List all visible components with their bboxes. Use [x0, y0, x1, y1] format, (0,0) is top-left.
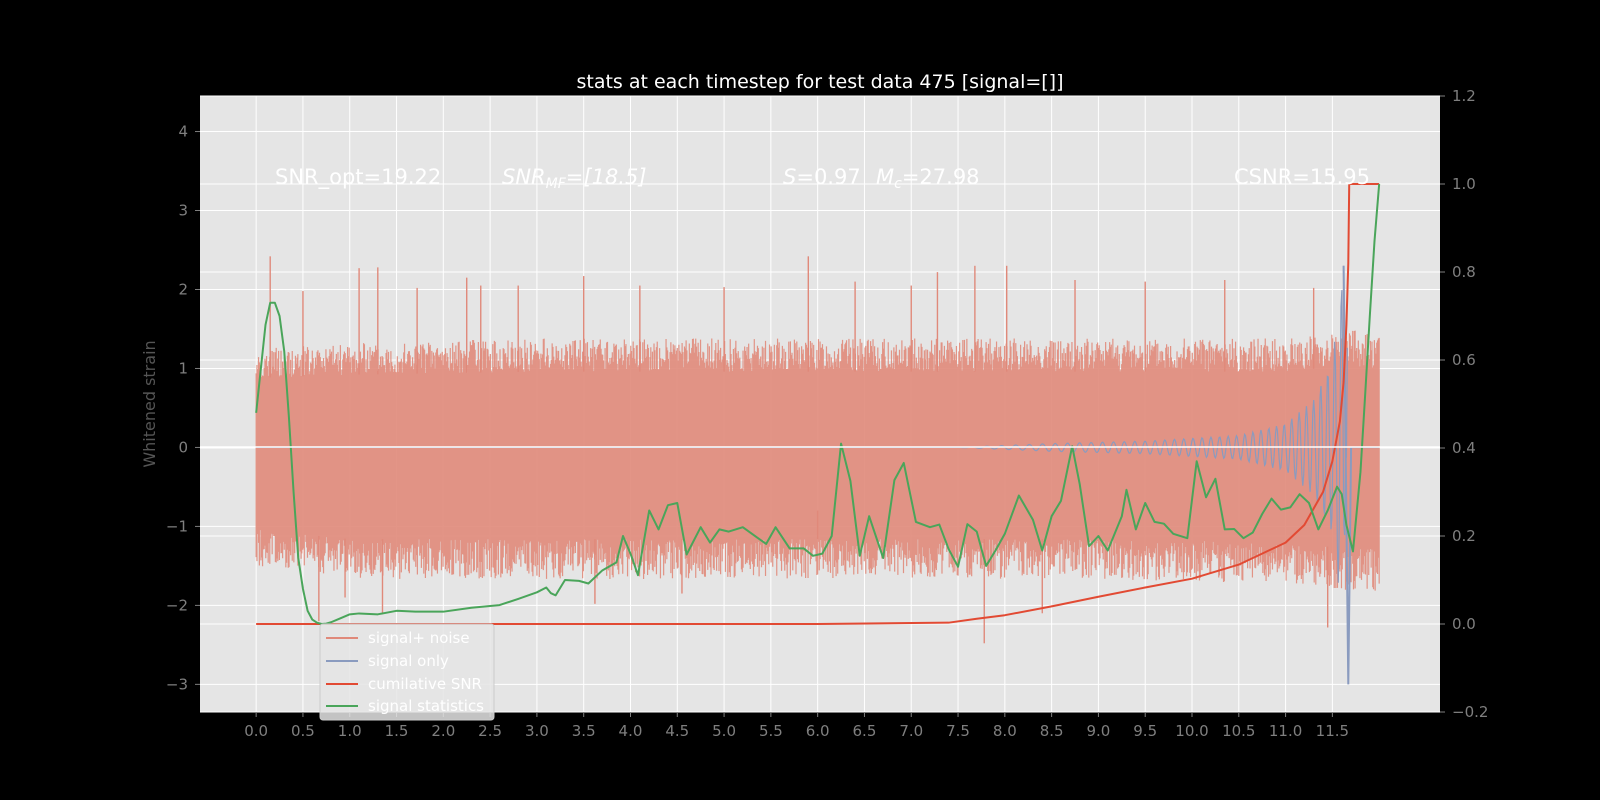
y-axis-left: 4 3 2 1 0 −1 −2 −3 — [166, 123, 200, 693]
y2-tick-label: 0.6 — [1452, 351, 1476, 369]
x-axis: 0.0 0.5 1.0 1.5 2.0 2.5 3.0 3.5 4.0 4.5 5.0 5.5 6.0 6… — [244, 712, 1349, 740]
legend-label-signal: signal only — [368, 652, 449, 670]
x-tick-label: 3.5 — [572, 722, 596, 740]
x-tick-label: 11.0 — [1269, 722, 1302, 740]
x-tick-label: 6.0 — [806, 722, 830, 740]
x-tick-label: 9.0 — [1086, 722, 1110, 740]
y-tick-label: −3 — [166, 675, 188, 693]
legend-entry-signal-statistics: signal statistics — [326, 697, 484, 715]
y-axis-right: 1.2 1.0 0.8 0.6 0.4 0.2 0.0 −0.2 — [1440, 87, 1488, 721]
legend-entry-noise: signal+ noise — [326, 629, 470, 647]
legend-label-signal-statistics: signal statistics — [368, 697, 484, 715]
legend-entry-signal: signal only — [326, 652, 449, 670]
x-tick-label: 3.0 — [525, 722, 549, 740]
y2-tick-label: 0.2 — [1452, 527, 1476, 545]
series-layer — [255, 183, 1381, 685]
x-tick-label: 4.0 — [619, 722, 643, 740]
signal-statistics-line — [255, 183, 1381, 625]
x-tick-label: 11.5 — [1316, 722, 1349, 740]
x-tick-label: 1.5 — [385, 722, 409, 740]
x-tick-label: 9.5 — [1133, 722, 1157, 740]
y2-tick-label: 0.8 — [1452, 263, 1476, 281]
x-tick-label: 7.0 — [899, 722, 923, 740]
snr-opt-annotation: SNR_opt=19.22 — [275, 165, 441, 190]
legend-label-cumulative-snr: cumilative SNR — [368, 675, 482, 693]
x-tick-label: 2.0 — [431, 722, 455, 740]
legend: signal+ noise signal only cumilative SNR… — [319, 623, 495, 721]
y2-tick-label: −0.2 — [1452, 703, 1488, 721]
legend-label-noise: signal+ noise — [368, 629, 470, 647]
y2-tick-label: 0.4 — [1452, 439, 1476, 457]
x-tick-label: 0.5 — [291, 722, 315, 740]
x-tick-label: 6.5 — [853, 722, 877, 740]
x-tick-label: 1.0 — [338, 722, 362, 740]
y2-tick-label: 1.0 — [1452, 175, 1476, 193]
y-tick-label: −1 — [166, 517, 188, 535]
y-tick-label: 0 — [178, 438, 188, 456]
noise-trace — [255, 330, 1380, 591]
x-tick-label: 2.5 — [478, 722, 502, 740]
cumulative-snr-line — [256, 183, 1380, 625]
x-tick-label: 10.5 — [1222, 722, 1255, 740]
x-tick-label: 5.0 — [712, 722, 736, 740]
y2-tick-label: 1.2 — [1452, 87, 1476, 105]
x-tick-label: 5.5 — [759, 722, 783, 740]
y-axis-label: Whitened strain — [140, 340, 159, 467]
x-tick-label: 4.5 — [665, 722, 689, 740]
legend-box — [319, 623, 495, 721]
x-tick-label: 8.5 — [1040, 722, 1064, 740]
y-tick-label: −2 — [166, 596, 188, 614]
signal-merger-line — [1342, 265, 1353, 685]
x-tick-label: 0.0 — [244, 722, 268, 740]
legend-entry-cumulative-snr: cumilative SNR — [326, 675, 482, 693]
mc-annotation: Mc=27.98 — [876, 165, 980, 192]
x-tick-label: 8.0 — [993, 722, 1017, 740]
csnr-annotation: CSNR=15.95 — [1234, 165, 1370, 189]
annotations: SNR_opt=19.22 SNRMF=[18.5] S=0.97 Mc=27.… — [275, 165, 1370, 192]
y-tick-label: 4 — [178, 123, 188, 141]
snr-mf-annotation: SNRMF=[18.5] — [502, 165, 647, 192]
y-tick-label: 3 — [178, 202, 188, 220]
x-tick-label: 7.5 — [946, 722, 970, 740]
x-tick-label: 10.0 — [1175, 722, 1208, 740]
s-annotation: S=0.97 — [783, 165, 861, 189]
y-tick-label: 2 — [178, 280, 188, 298]
y-tick-label: 1 — [178, 359, 188, 377]
y2-tick-label: 0.0 — [1452, 615, 1476, 633]
chart-title: stats at each timestep for test data 475… — [576, 71, 1063, 93]
